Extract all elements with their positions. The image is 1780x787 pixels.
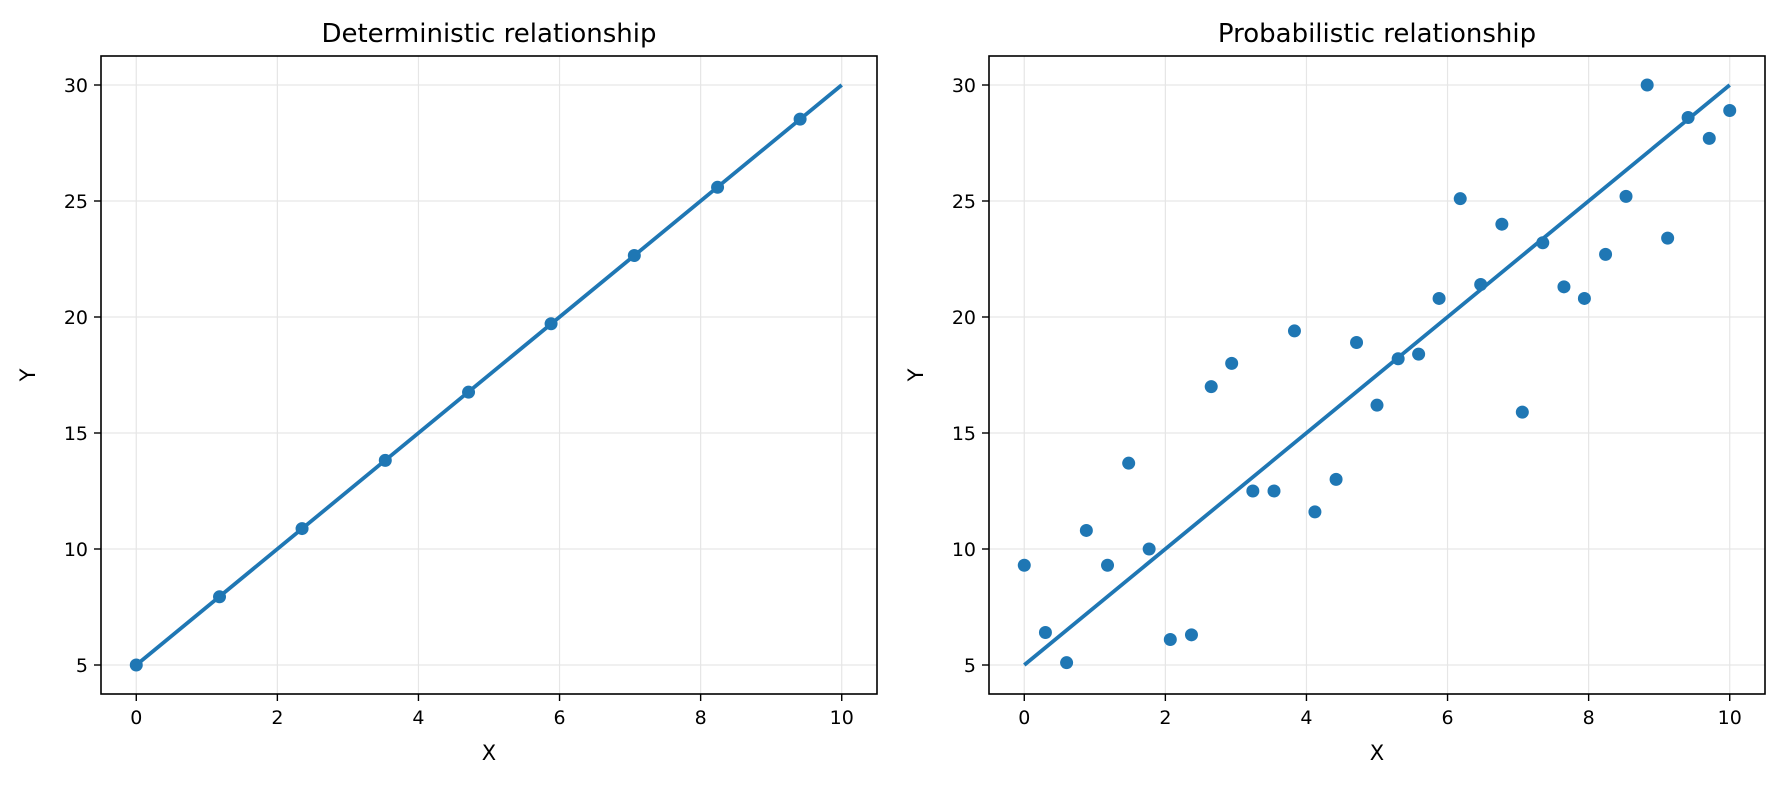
chart-title: Deterministic relationship: [321, 19, 656, 49]
y-tick-label: 20: [952, 307, 976, 329]
data-point: [544, 317, 558, 331]
y-tick-label: 30: [64, 75, 88, 97]
x-tick-label: 10: [1718, 707, 1742, 729]
x-axis-label: X: [1370, 741, 1384, 765]
y-tick-label: 10: [952, 539, 976, 561]
data-point: [462, 385, 476, 399]
data-point: [1577, 291, 1591, 305]
data-point: [1453, 192, 1467, 206]
y-tick-label: 30: [952, 75, 976, 97]
data-point: [1640, 78, 1654, 92]
x-tick-label: 2: [1159, 707, 1171, 729]
data-point: [1287, 324, 1301, 338]
data-point: [1122, 456, 1136, 470]
data-point: [1079, 523, 1093, 537]
data-point: [1474, 278, 1488, 292]
x-tick-label: 4: [1300, 707, 1312, 729]
data-point: [1495, 217, 1509, 231]
data-point: [1412, 347, 1426, 361]
data-point: [1038, 626, 1052, 640]
data-point: [1101, 558, 1115, 572]
x-tick-label: 4: [412, 707, 424, 729]
data-point: [1017, 558, 1031, 572]
data-point: [1702, 131, 1716, 145]
axes-frame: [100, 55, 878, 695]
x-axis-label: X: [482, 741, 496, 765]
data-point: [627, 249, 641, 263]
data-point: [129, 658, 143, 672]
data-point: [1350, 336, 1364, 350]
axes-frame: [988, 55, 1766, 695]
data-point: [1142, 542, 1156, 556]
series-line: [1023, 83, 1731, 667]
y-tick-label: 5: [964, 655, 976, 677]
x-tick-label: 6: [553, 707, 565, 729]
x-tick-label: 8: [695, 707, 707, 729]
data-point: [1661, 231, 1675, 245]
x-tick-label: 0: [1018, 707, 1030, 729]
data-point: [1432, 291, 1446, 305]
y-tick-label: 10: [64, 539, 88, 561]
data-point: [1163, 632, 1177, 646]
y-tick-label: 25: [64, 191, 88, 213]
data-point: [1557, 280, 1571, 294]
data-point: [1599, 247, 1613, 261]
data-point: [213, 590, 227, 604]
y-tick-label: 25: [952, 191, 976, 213]
x-tick-label: 6: [1441, 707, 1453, 729]
x-tick-label: 0: [130, 707, 142, 729]
x-tick-label: 8: [1583, 707, 1595, 729]
data-point: [1204, 380, 1218, 394]
data-point: [1225, 356, 1239, 370]
data-point: [1060, 656, 1074, 670]
data-point: [1329, 472, 1343, 486]
chart-panel-2: 0 2 4 6 8 10 5 10 15 20 25 30 Probabilistic relation…: [904, 19, 1766, 765]
x-tick-label: 2: [271, 707, 283, 729]
y-axis-label: Y: [16, 368, 40, 382]
series-line: [135, 83, 843, 667]
data-point: [1267, 484, 1281, 498]
y-tick-label: 15: [64, 423, 88, 445]
data-point: [1308, 505, 1322, 519]
data-point: [295, 522, 309, 536]
data-point: [1723, 104, 1737, 118]
data-point: [793, 112, 807, 126]
data-point: [1619, 189, 1633, 203]
y-tick-label: 5: [76, 655, 88, 677]
data-point: [1391, 352, 1405, 366]
data-point: [378, 453, 392, 467]
data-point: [1515, 405, 1529, 419]
y-tick-label: 20: [64, 307, 88, 329]
y-axis-label: Y: [904, 368, 928, 382]
chart-panel-1: 0 2 4 6 8 10 5 10 15 20 25 30 Deterministic relation…: [16, 19, 878, 765]
data-point: [1370, 398, 1384, 412]
data-point: [711, 180, 725, 194]
x-tick-label: 10: [830, 707, 854, 729]
data-point: [1246, 484, 1260, 498]
y-tick-label: 15: [952, 423, 976, 445]
chart-title: Probabilistic relationship: [1218, 19, 1536, 49]
data-point: [1681, 110, 1695, 124]
data-point: [1184, 628, 1198, 642]
data-point: [1536, 236, 1550, 250]
